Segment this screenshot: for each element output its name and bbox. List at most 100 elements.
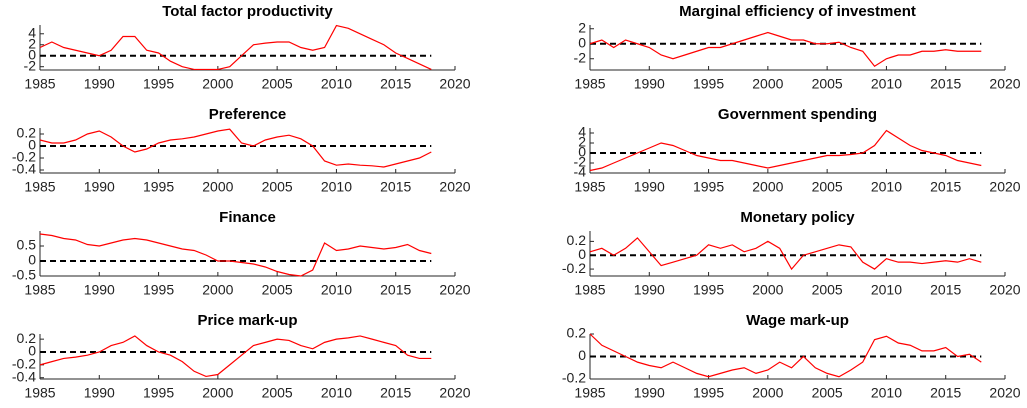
x-tick-label: 1990 (84, 385, 115, 401)
y-tick-label: -0.4 (12, 161, 36, 177)
y-tick-label: 0.2 (567, 325, 587, 341)
x-tick-label: 1990 (84, 76, 115, 92)
chart-title: Total factor productivity (162, 3, 333, 20)
x-tick-label: 1985 (574, 282, 605, 298)
x-tick-label: 1995 (143, 76, 174, 92)
x-tick-label: 2005 (262, 76, 293, 92)
x-tick-label: 2015 (930, 76, 961, 92)
x-tick-label: 1995 (143, 179, 174, 195)
y-tick-label: 0.2 (17, 330, 37, 346)
x-tick-label: 2020 (989, 179, 1020, 195)
data-line (589, 129, 982, 172)
x-tick-label: 2000 (202, 76, 233, 92)
x-tick-label: 2005 (812, 385, 843, 401)
y-tick-label: -0.2 (12, 356, 36, 372)
x-tick-label: 1995 (693, 282, 724, 298)
x-tick-label: 1995 (693, 179, 724, 195)
y-tick-label: 0.2 (17, 125, 37, 141)
chart-title: Wage mark-up (746, 312, 849, 329)
y-tick-label: -0.4 (12, 368, 36, 384)
x-tick-label: 2015 (380, 282, 411, 298)
x-tick-label: 2015 (380, 179, 411, 195)
data-line (39, 335, 432, 378)
y-tick-label: 2 (28, 35, 36, 51)
x-tick-label: 2000 (752, 282, 783, 298)
data-line (589, 237, 982, 271)
chart-title: Monetary policy (740, 209, 855, 226)
chart-title: Price mark-up (197, 312, 297, 329)
y-tick-label: -2 (574, 49, 587, 65)
y-tick-label: 4 (578, 124, 586, 140)
x-tick-label: 1985 (574, 385, 605, 401)
y-tick-label: -0.2 (562, 260, 586, 276)
x-tick-label: 2000 (752, 385, 783, 401)
x-tick-label: 2020 (989, 76, 1020, 92)
y-tick-label: -4 (574, 164, 587, 180)
x-tick-label: 2015 (930, 179, 961, 195)
x-tick-label: 2005 (262, 385, 293, 401)
x-tick-label: 2020 (439, 282, 470, 298)
x-tick-label: 2010 (321, 385, 352, 401)
y-tick-label: -2 (574, 154, 587, 170)
y-tick-label: 0 (578, 347, 586, 363)
data-line (39, 24, 432, 71)
x-tick-label: 1990 (84, 282, 115, 298)
x-tick-label: 2010 (871, 385, 902, 401)
y-tick-label: -2 (24, 57, 37, 73)
x-tick-label: 2020 (989, 385, 1020, 401)
y-tick-label: 0 (578, 246, 586, 262)
y-tick-label: 0 (578, 34, 586, 50)
x-tick-label: 2010 (321, 76, 352, 92)
y-tick-label: 0 (578, 144, 586, 160)
x-tick-label: 2000 (202, 385, 233, 401)
x-tick-label: 2010 (321, 282, 352, 298)
x-tick-label: 1995 (693, 385, 724, 401)
y-tick-label: 4 (28, 24, 36, 40)
x-tick-label: 1985 (24, 282, 55, 298)
y-tick-label: 2 (578, 19, 586, 35)
x-tick-label: 2015 (380, 385, 411, 401)
x-tick-label: 2005 (262, 179, 293, 195)
x-tick-label: 2010 (871, 76, 902, 92)
x-tick-label: 2020 (439, 76, 470, 92)
data-line (589, 31, 982, 68)
chart-title: Preference (209, 106, 287, 123)
x-tick-label: 2020 (439, 179, 470, 195)
y-tick-label: 0.2 (567, 232, 587, 248)
x-tick-label: 2000 (202, 179, 233, 195)
x-tick-label: 1985 (574, 76, 605, 92)
x-tick-label: 1995 (143, 385, 174, 401)
data-line (39, 233, 432, 277)
x-tick-label: 1990 (634, 282, 665, 298)
y-tick-label: 2 (578, 134, 586, 150)
x-tick-label: 2010 (871, 282, 902, 298)
x-tick-label: 1985 (24, 76, 55, 92)
x-tick-label: 2000 (752, 76, 783, 92)
x-tick-label: 2000 (752, 179, 783, 195)
y-tick-label: 0 (28, 137, 36, 153)
y-tick-label: 0.5 (17, 237, 37, 253)
x-tick-label: 1985 (24, 179, 55, 195)
data-line (589, 333, 982, 378)
y-tick-label: -0.2 (12, 149, 36, 165)
y-tick-label: 0 (28, 252, 36, 268)
x-tick-label: 2005 (812, 76, 843, 92)
x-tick-label: 2005 (262, 282, 293, 298)
chart-title: Government spending (718, 106, 877, 123)
x-tick-label: 1990 (634, 385, 665, 401)
x-tick-label: 1985 (24, 385, 55, 401)
x-tick-label: 2015 (930, 385, 961, 401)
y-tick-label: -0.5 (12, 267, 36, 283)
x-tick-label: 2020 (439, 385, 470, 401)
x-tick-label: 1985 (574, 179, 605, 195)
x-tick-label: 2005 (812, 179, 843, 195)
y-tick-label: 0 (28, 46, 36, 62)
x-tick-label: 1990 (634, 179, 665, 195)
x-tick-label: 2015 (930, 282, 961, 298)
x-tick-label: 2010 (871, 179, 902, 195)
chart-title: Finance (219, 209, 276, 226)
x-tick-label: 2005 (812, 282, 843, 298)
x-tick-label: 2010 (321, 179, 352, 195)
x-tick-label: 1990 (84, 179, 115, 195)
